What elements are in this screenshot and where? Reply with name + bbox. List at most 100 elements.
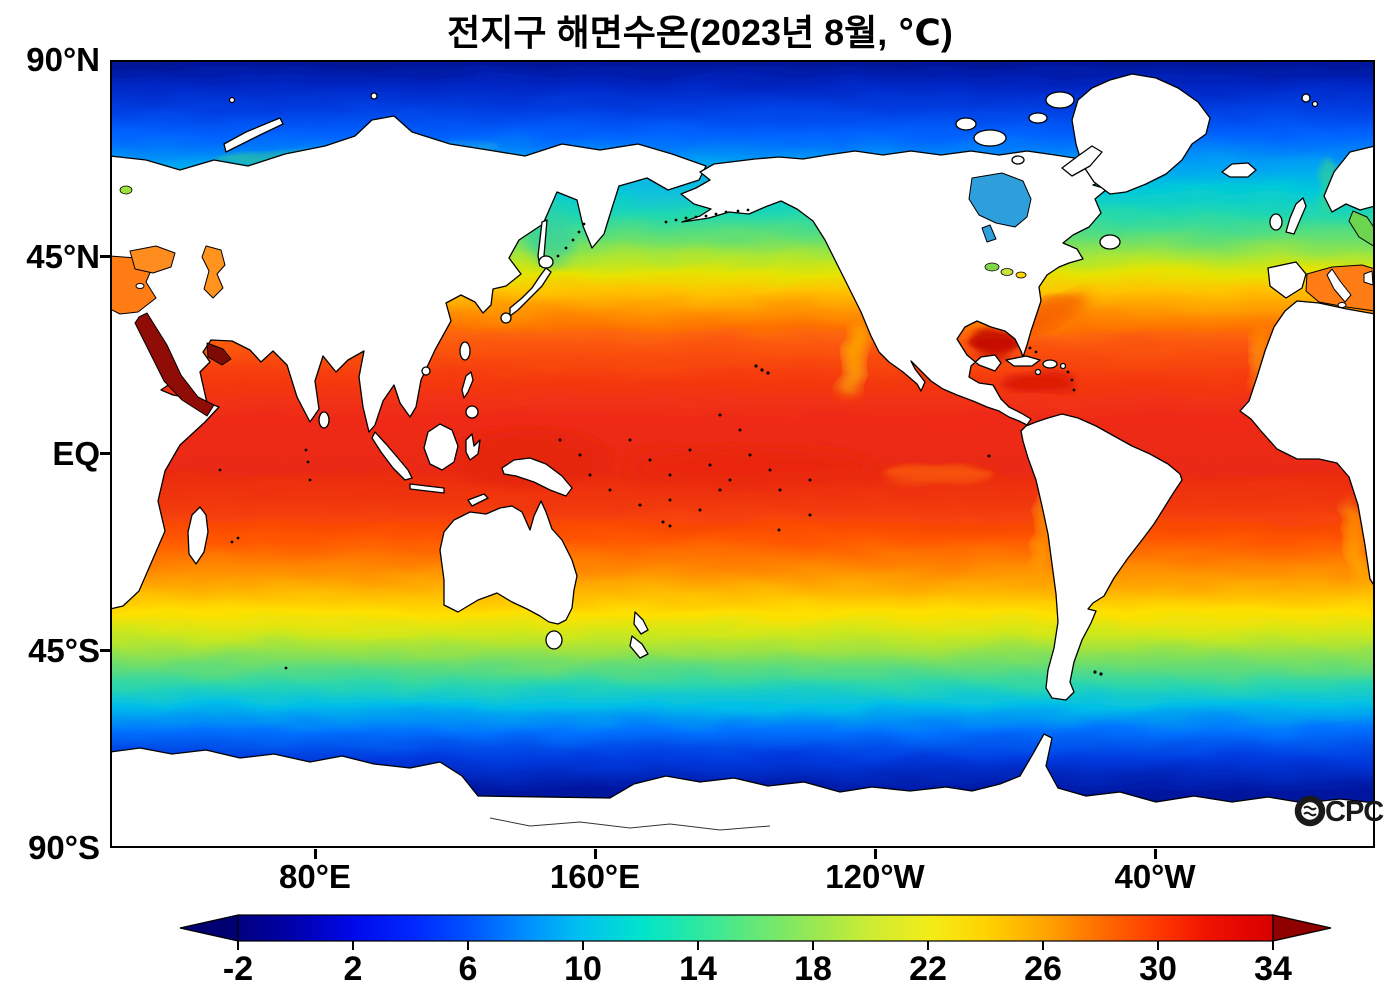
landmass-greenland [1071,73,1211,195]
lon-tick-120w [874,849,877,859]
ocpc-logo-svg: CPC [1294,795,1385,828]
landmass-kyushu [500,312,512,324]
lat-tick-eq [100,452,110,455]
landmass-borneo [423,423,459,471]
landmass-antarctica [110,733,1375,848]
landmass-franz-josef [228,96,236,104]
red-sea [134,312,215,417]
lat-tick-45n [100,255,110,258]
colorbar-label-14: 14 [679,950,717,988]
lon-label-120w: 120°W [825,858,925,895]
landmass-madagascar [187,506,209,565]
wave-icon [1303,805,1317,817]
landmass-hokkaido [538,255,554,269]
landmass-severnaya-zemlya [370,92,378,100]
colorbar-label-2: 2 [343,950,363,988]
lon-label-160e: 160°E [549,858,641,895]
landmass-hispaniola [1042,359,1058,369]
colorbar-label-34: 34 [1254,950,1292,988]
caspian-sea [201,245,226,299]
landmass-mindanao [465,405,479,419]
great-lake-superior [984,262,1000,272]
black-sea [129,245,176,274]
landmass-taiwan [459,341,471,361]
sst-map-svg [110,60,1375,848]
ice-shelf-outline [489,817,771,831]
cyprus-island [135,283,145,289]
landmass-australia [439,500,578,625]
landmass-south-america [1020,413,1183,701]
colorbar [179,914,1332,950]
colorbar-left-arrow [179,914,239,942]
landmass-scandinavia [1323,145,1375,213]
colorbar-label-26: 26 [1024,950,1062,988]
landmass-sumatra [371,431,413,481]
great-lake-erie-ontario [1015,271,1027,279]
lat-label-eq: EQ [52,435,100,472]
colorbar-label-6: 6 [458,950,478,988]
landmass-iberia [1267,261,1307,299]
island-specks [218,208,1103,676]
lat-label-45s: 45°S [28,632,100,669]
landmass-new-zealand-north [633,611,649,635]
california-current-patch [841,324,869,396]
landmass-newfoundland [1099,234,1121,250]
landmass-baffin-island [1061,145,1103,177]
lat-label-45n: 45°N [26,238,100,275]
lon-tick-40w [1154,849,1157,859]
lon-label-40w: 40°W [1114,858,1196,895]
lat-label-90s: 90°S [28,829,100,866]
colorbar-label-30: 30 [1139,950,1177,988]
colorbar-label-22: 22 [909,950,947,988]
ocpc-logo: CPC [1294,792,1390,828]
lat-label-90n: 90°N [26,41,100,78]
logo-o-ring [1294,795,1326,827]
lake-ladoga [119,185,133,195]
landmass-jamaica [1034,368,1042,376]
landmass-novaya-zemlya [223,117,284,153]
landmass-africa-europe-right [1239,300,1375,588]
landmass-iceland [1221,162,1257,178]
landmass-banks-island [955,117,977,131]
lon-tick-80e [314,849,317,859]
colorbar-label-neg2: -2 [222,950,254,988]
landmass-new-zealand-south [629,635,649,659]
italy-peninsula [1326,268,1352,303]
landmass-sulawesi [465,433,481,461]
landmass-honshu [509,267,552,317]
great-lake-michigan-huron [1000,268,1014,276]
landmass-java [409,483,445,494]
map-frame [110,60,1375,848]
equatorial-cold-tongue [885,465,995,483]
persian-gulf [206,342,232,366]
landmass-luzon [461,371,474,399]
landmass-great-britain [1285,197,1307,235]
colorbar-ticks [237,941,1274,950]
gulf-of-mexico-warm-patch [968,330,1020,358]
landmass-svalbard [1301,93,1311,103]
baltic-sea [1348,210,1375,248]
landmass-southampton-island [1011,155,1025,165]
landmass-sri-lanka [318,411,330,429]
landmass-svalbard-2 [1311,100,1319,108]
landmass-ireland [1269,213,1283,231]
equatorial-pacific-warm-band [630,446,870,490]
inland-seas [110,172,1375,417]
landmass-hainan [421,366,431,376]
sicily-island [1337,302,1347,308]
landmass-cuba [1005,355,1041,367]
lon-label-80e: 80°E [279,858,351,895]
landmass-victoria-island [973,129,1007,147]
landmass-puerto-rico [1059,362,1067,370]
colorbar-right-arrow [1272,914,1332,942]
figure-title: 전지구 해면수온(2023년 8월, ℃) [447,12,953,53]
colorbar-gradient-bar [237,914,1274,942]
landmass-new-guinea [501,457,573,497]
greece-peninsula [1363,270,1374,286]
caribbean-warm-patch [1002,372,1078,392]
landmass-devon-island [1028,112,1048,124]
landmass-ellesmere-island [1045,91,1075,109]
landmass-tasmania [545,630,563,650]
colorbar-label-18: 18 [794,950,832,988]
